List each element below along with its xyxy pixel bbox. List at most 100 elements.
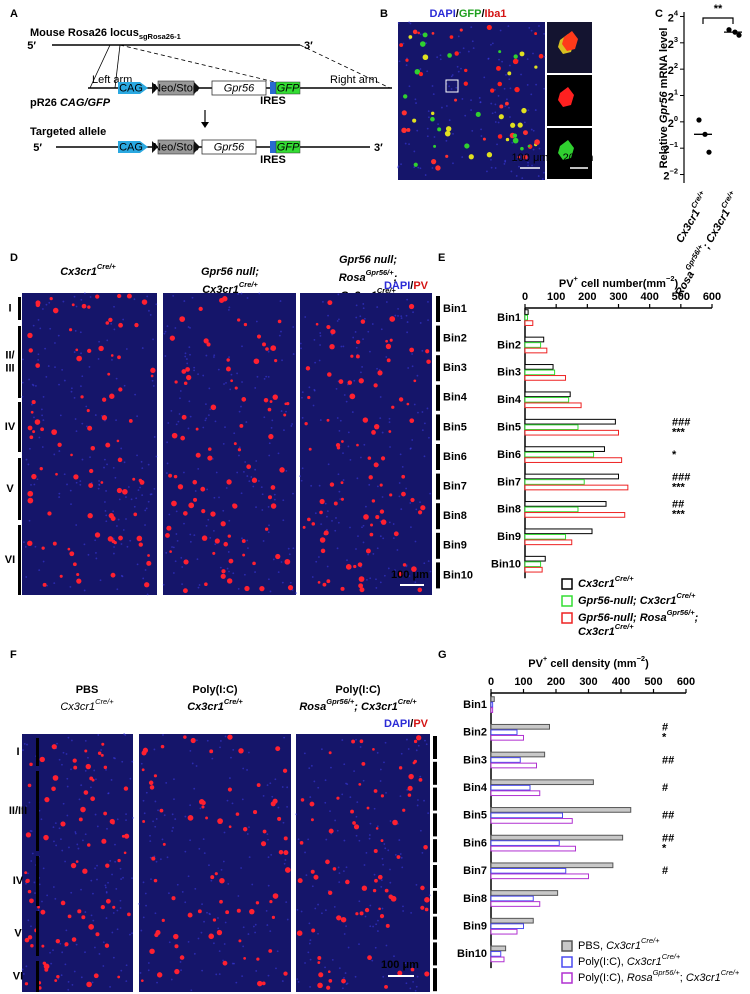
text-run: −2 xyxy=(666,274,675,283)
layer-label: II/III xyxy=(9,805,27,817)
cell xyxy=(195,427,199,431)
nucleus xyxy=(342,345,345,348)
nucleus xyxy=(118,498,121,501)
layer-bar xyxy=(36,856,39,906)
nucleus xyxy=(287,547,290,550)
cell xyxy=(52,541,57,546)
nucleus xyxy=(283,429,285,432)
cell xyxy=(166,525,172,531)
category-label: Bin9 xyxy=(497,531,521,543)
cell xyxy=(414,68,421,75)
nucleus xyxy=(38,883,41,886)
nucleus xyxy=(541,178,544,180)
cell xyxy=(275,553,281,560)
layer-label: V xyxy=(6,483,14,495)
nucleus xyxy=(170,410,173,412)
nucleus xyxy=(172,826,174,829)
nucleus xyxy=(343,976,345,979)
nucleus xyxy=(207,518,210,521)
nucleus xyxy=(227,551,230,553)
micrograph-bg xyxy=(22,293,157,595)
nucleus xyxy=(83,589,86,592)
nucleus xyxy=(115,419,117,422)
nucleus xyxy=(237,293,239,295)
nucleus xyxy=(326,528,328,531)
cell xyxy=(517,122,523,128)
cell xyxy=(87,305,91,309)
bar xyxy=(490,873,589,880)
nucleus xyxy=(353,379,356,382)
nucleus xyxy=(383,761,385,764)
nucleus xyxy=(448,119,451,122)
bar xyxy=(490,818,573,824)
tick-exponent: −2 xyxy=(669,167,678,176)
cell xyxy=(351,739,356,744)
cell xyxy=(497,134,503,139)
nucleus xyxy=(171,813,174,816)
nucleus xyxy=(140,762,143,765)
nucleus xyxy=(439,58,442,61)
cell xyxy=(522,154,528,160)
cell xyxy=(110,516,116,521)
bar xyxy=(524,375,567,381)
nucleus xyxy=(50,962,53,965)
nucleus xyxy=(342,870,345,873)
nucleus xyxy=(421,851,424,854)
nucleus xyxy=(220,868,223,871)
bar xyxy=(524,342,542,348)
nucleus xyxy=(252,925,255,928)
chart-title: PV+ cell number(mm−2) xyxy=(559,274,679,289)
nucleus xyxy=(141,347,144,349)
nucleus xyxy=(96,825,99,828)
nucleus xyxy=(301,467,304,470)
nucleus xyxy=(503,87,506,90)
nucleus xyxy=(361,526,363,529)
nucleus xyxy=(159,858,162,861)
scale-label: 100 μm xyxy=(512,152,549,164)
cell xyxy=(30,943,34,948)
nucleus xyxy=(399,853,402,855)
cell xyxy=(401,491,406,497)
nucleus xyxy=(428,894,431,897)
column-header: Cx3cr1Cre/+ xyxy=(202,280,258,295)
nucleus xyxy=(392,570,395,573)
cell xyxy=(24,871,28,875)
bar xyxy=(490,729,518,736)
text-run: pR26 xyxy=(30,97,60,109)
cell xyxy=(486,152,493,158)
loxp xyxy=(194,141,200,153)
nucleus xyxy=(166,462,169,465)
cell xyxy=(534,65,538,69)
nucleus xyxy=(355,548,357,550)
nucleus xyxy=(28,447,31,450)
nucleus xyxy=(497,121,500,124)
nucleus xyxy=(116,525,118,527)
cell xyxy=(534,139,540,145)
nucleus xyxy=(368,483,371,486)
cell xyxy=(498,114,504,120)
text-run: / xyxy=(481,8,484,20)
nucleus xyxy=(97,358,100,360)
nucleus xyxy=(58,492,61,495)
nucleus xyxy=(382,863,384,866)
cell xyxy=(338,379,344,384)
cell xyxy=(75,860,79,863)
nucleus xyxy=(183,471,185,474)
text-run: Poly(I:C) xyxy=(335,684,381,696)
cell xyxy=(399,43,404,47)
nucleus xyxy=(267,506,270,508)
bin-bar xyxy=(436,355,440,382)
tick-exponent: 1 xyxy=(674,88,678,97)
nucleus xyxy=(389,881,392,884)
significance-bracket xyxy=(702,17,734,24)
y-tick-label: 2−1 xyxy=(663,141,678,156)
nucleus xyxy=(99,579,102,582)
cell xyxy=(505,137,510,142)
nucleus xyxy=(149,834,151,837)
nucleus xyxy=(334,819,337,822)
nucleus xyxy=(461,156,464,158)
nucleus xyxy=(355,346,358,349)
cell xyxy=(162,842,166,846)
cell xyxy=(180,435,186,441)
allele-label: Targeted allele xyxy=(30,126,106,138)
